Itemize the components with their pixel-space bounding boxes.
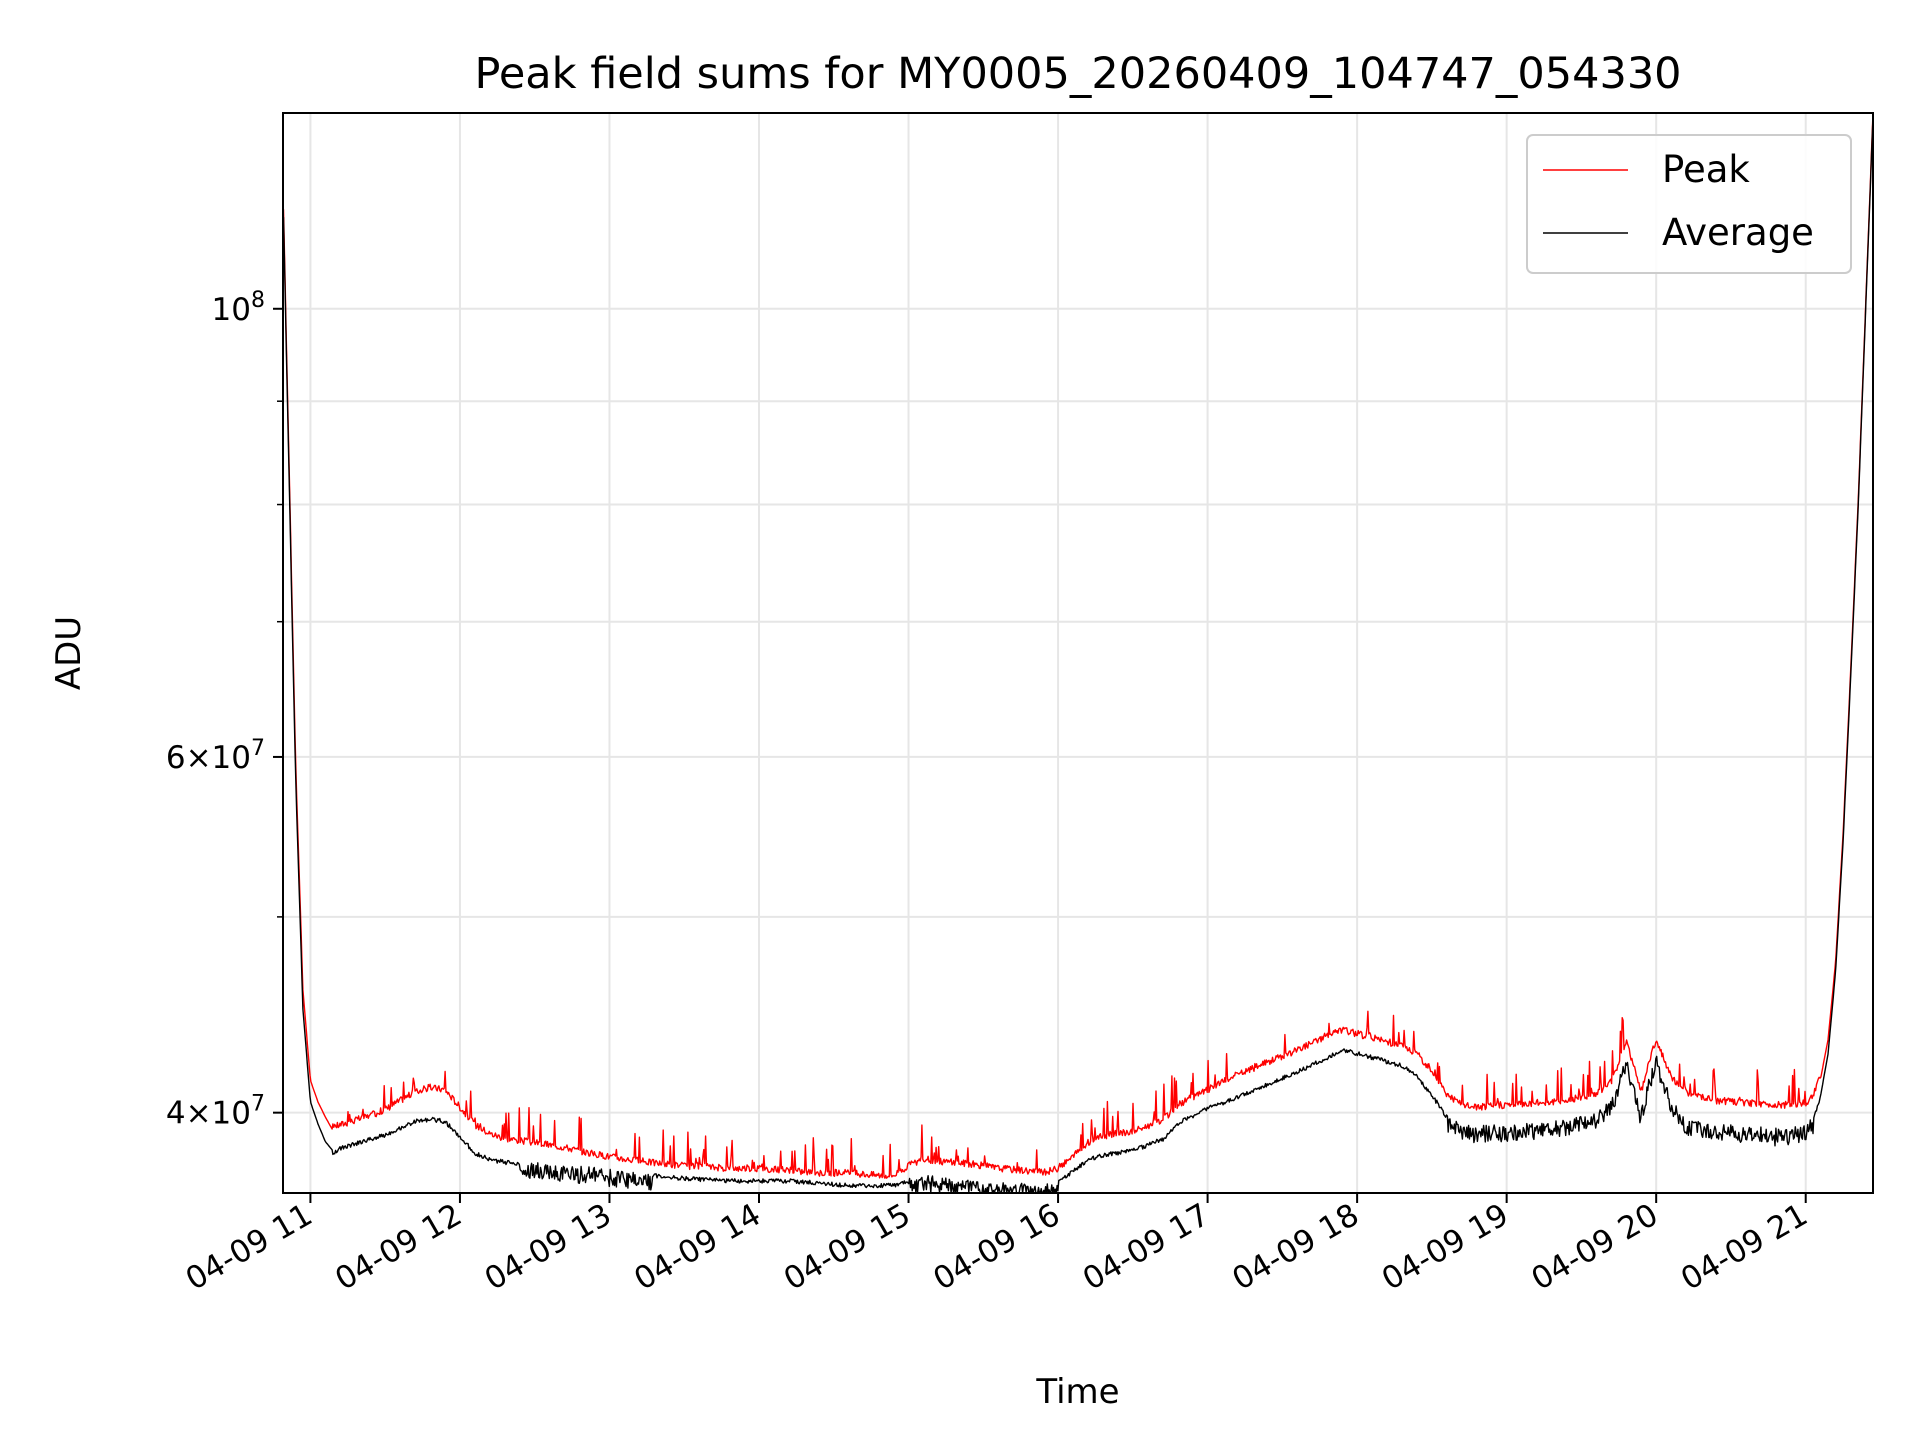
series-layer [282,112,1874,1194]
chart-title: Peak field sums for MY0005_20260409_1047… [474,49,1681,99]
plot-frame [282,112,1874,1194]
legend-label-peak: Peak [1662,148,1750,191]
series-line-peak [282,112,1874,1179]
grid-layer [283,113,1873,1193]
y-tick-label: 108 [212,288,265,328]
x-axis-title: Time [1035,1372,1119,1412]
series-line-average [282,116,1874,1194]
y-axis: 4×107 6×107 108 [166,288,283,1132]
y-tick-label: 6×107 [166,736,265,776]
y-tick-label: 4×107 [166,1092,265,1132]
y-axis-title: ADU [49,616,89,690]
legend: Peak Average [1526,134,1852,274]
legend-label-average: Average [1662,211,1814,254]
